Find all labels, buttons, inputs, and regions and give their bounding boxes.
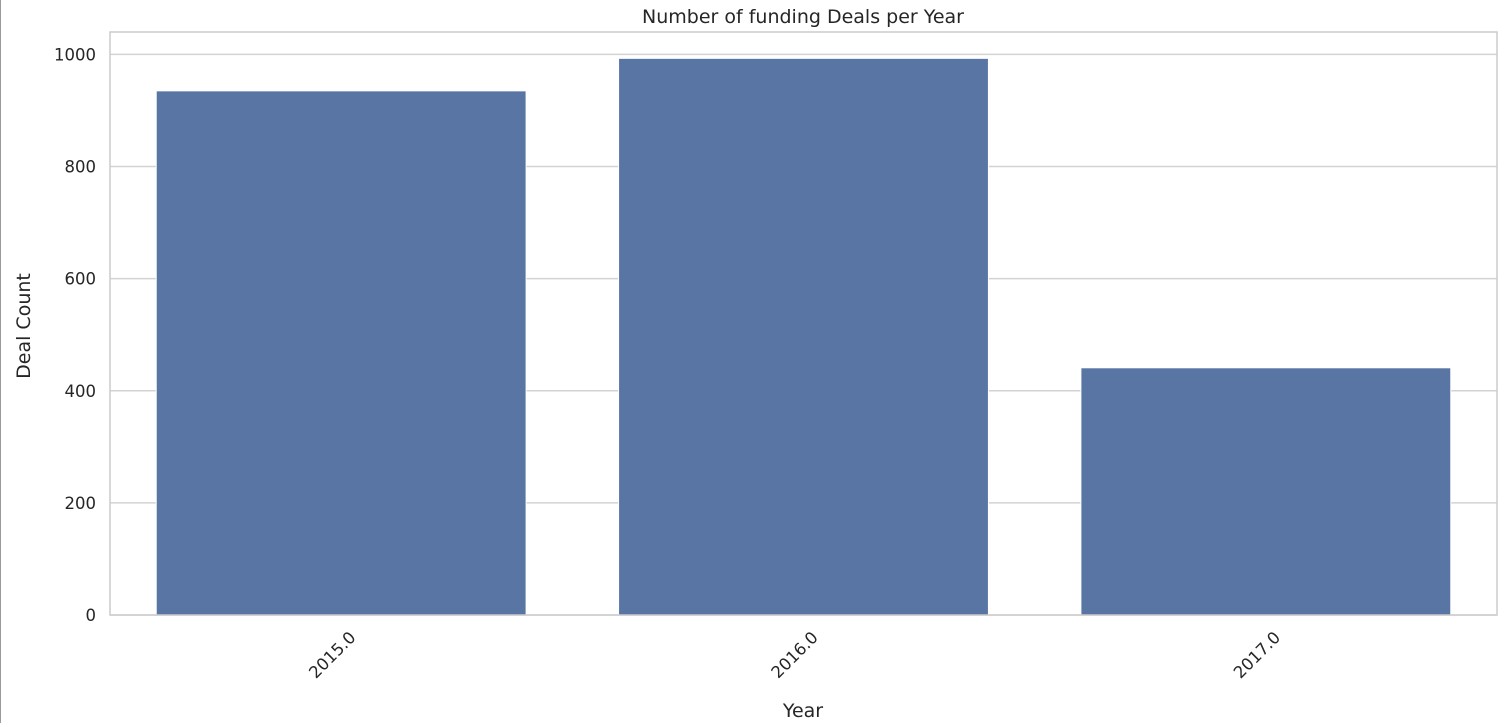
bars	[155, 57, 1452, 616]
chart-title: Number of funding Deals per Year	[642, 6, 964, 28]
x-tick-label: 2017.0	[1230, 628, 1284, 682]
y-tick-label: 200	[65, 494, 97, 513]
y-axis-label: Deal Count	[13, 273, 35, 379]
plot-area-frame	[109, 31, 1498, 616]
bar-2015.0	[155, 90, 527, 616]
x-axis-ticks: 2015.0 2016.0 2017.0	[305, 628, 1284, 682]
y-axis-ticks: 0 200 400 600 800 1000	[54, 45, 96, 625]
y-tick-label: 1000	[54, 45, 96, 64]
x-tick-label: 2016.0	[768, 628, 822, 682]
y-tick-label: 0	[86, 606, 97, 625]
bar-2017.0	[1080, 367, 1452, 616]
x-tick-label: 2015.0	[305, 628, 359, 682]
y-tick-label: 400	[65, 382, 97, 401]
y-tick-label: 800	[65, 158, 97, 177]
bar-2016.0	[618, 57, 989, 616]
y-tick-label: 600	[65, 270, 97, 289]
x-axis-label: Year	[782, 700, 823, 722]
